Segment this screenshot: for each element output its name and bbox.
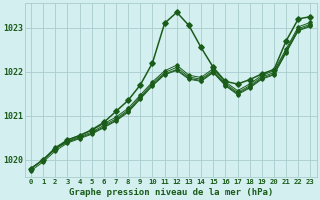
X-axis label: Graphe pression niveau de la mer (hPa): Graphe pression niveau de la mer (hPa) (68, 188, 273, 197)
